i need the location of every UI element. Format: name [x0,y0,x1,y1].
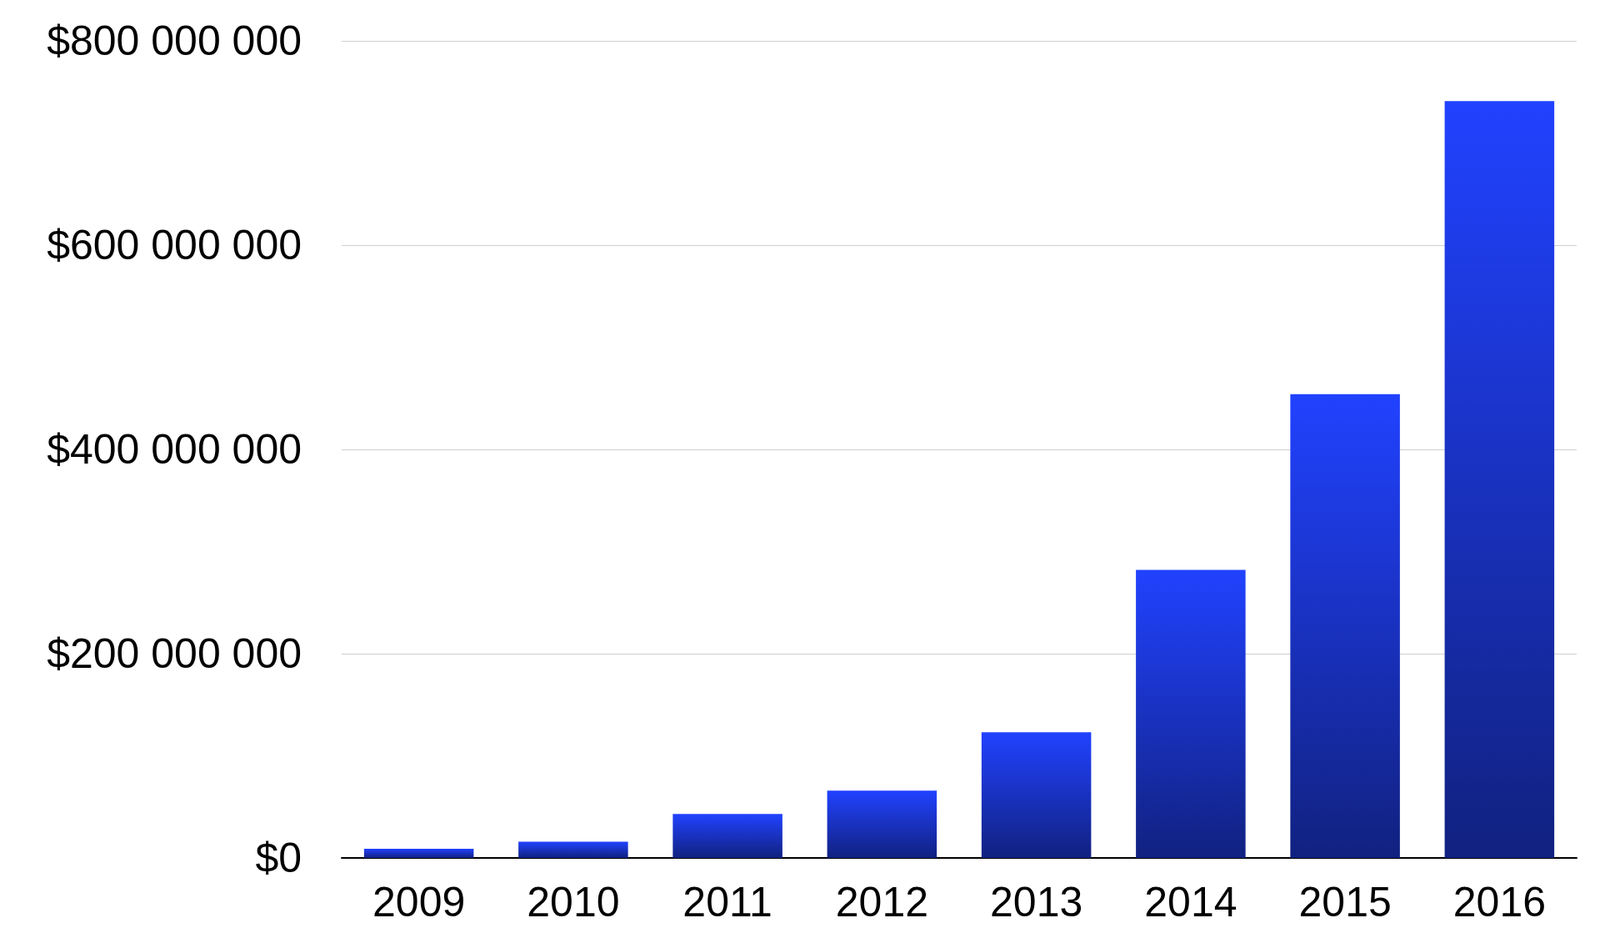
svg-text:$200 000 000: $200 000 000 [46,630,302,677]
svg-text:2010: 2010 [526,878,620,925]
svg-text:2016: 2016 [1453,878,1546,925]
svg-text:2012: 2012 [835,878,929,925]
svg-text:2015: 2015 [1299,878,1392,925]
svg-text:2014: 2014 [1144,878,1237,925]
svg-text:2011: 2011 [682,878,773,925]
svg-text:$400 000 000: $400 000 000 [46,425,302,473]
svg-text:$600 000 000: $600 000 000 [46,221,302,269]
svg-text:$0: $0 [255,834,302,881]
svg-text:2009: 2009 [372,878,465,925]
svg-text:$800 000 000: $800 000 000 [46,17,302,65]
svg-text:2013: 2013 [990,878,1083,925]
